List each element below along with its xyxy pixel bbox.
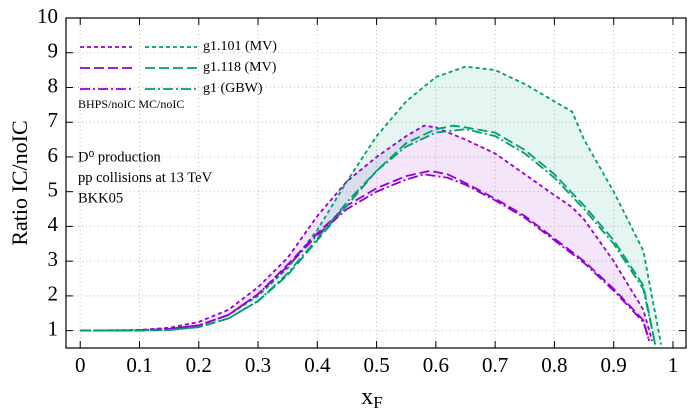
x-tick-label: 0.2 — [186, 353, 212, 377]
series-line — [80, 128, 657, 345]
x-tick-label: 0 — [75, 353, 86, 377]
y-axis-label: Ratio IC/noIC — [7, 120, 32, 245]
series-line — [80, 173, 651, 342]
band — [80, 125, 653, 342]
y-tick-label: 6 — [48, 143, 59, 167]
annotation: pp collisions at 13 TeV — [78, 170, 213, 186]
annotation: D⁰ production — [78, 149, 161, 165]
x-tick-label: 0.3 — [245, 353, 271, 377]
x-axis-label-main: x — [361, 384, 373, 410]
x-tick-label: 0.1 — [126, 353, 152, 377]
x-tick-label: 1 — [668, 353, 679, 377]
y-tick-label: 10 — [37, 4, 58, 28]
x-tick-label: 0.5 — [363, 353, 389, 377]
x-tick-label: 0.6 — [423, 353, 449, 377]
x-tick-label: 0.4 — [304, 353, 331, 377]
y-tick-label: 5 — [48, 177, 59, 201]
y-tick-label: 3 — [48, 247, 59, 271]
x-tick-label: 0.9 — [601, 353, 627, 377]
series-line — [80, 124, 654, 342]
legend-label: g1.101 (MV) — [203, 39, 277, 54]
plot-frame — [65, 17, 687, 349]
legend-label: g1.118 (MV) — [203, 60, 277, 75]
legend-label: g1 (GBW) — [203, 81, 263, 96]
y-tick-label: 8 — [48, 73, 59, 97]
x-axis-label-sub: F — [373, 393, 382, 412]
y-tick-label: 4 — [48, 212, 59, 236]
band — [80, 66, 662, 345]
y-tick-label: 9 — [48, 39, 59, 63]
legend-title: BHPS/noIC MC/noIC — [78, 97, 184, 111]
y-tick-label: 7 — [48, 108, 59, 132]
y-tick-label: 1 — [48, 316, 59, 340]
x-tick-label: 0.7 — [482, 353, 508, 377]
annotation: BKK05 — [78, 190, 123, 206]
x-tick-label: 0.8 — [541, 353, 567, 377]
x-axis-label: xF — [361, 384, 382, 412]
y-tick-label: 2 — [48, 282, 59, 306]
